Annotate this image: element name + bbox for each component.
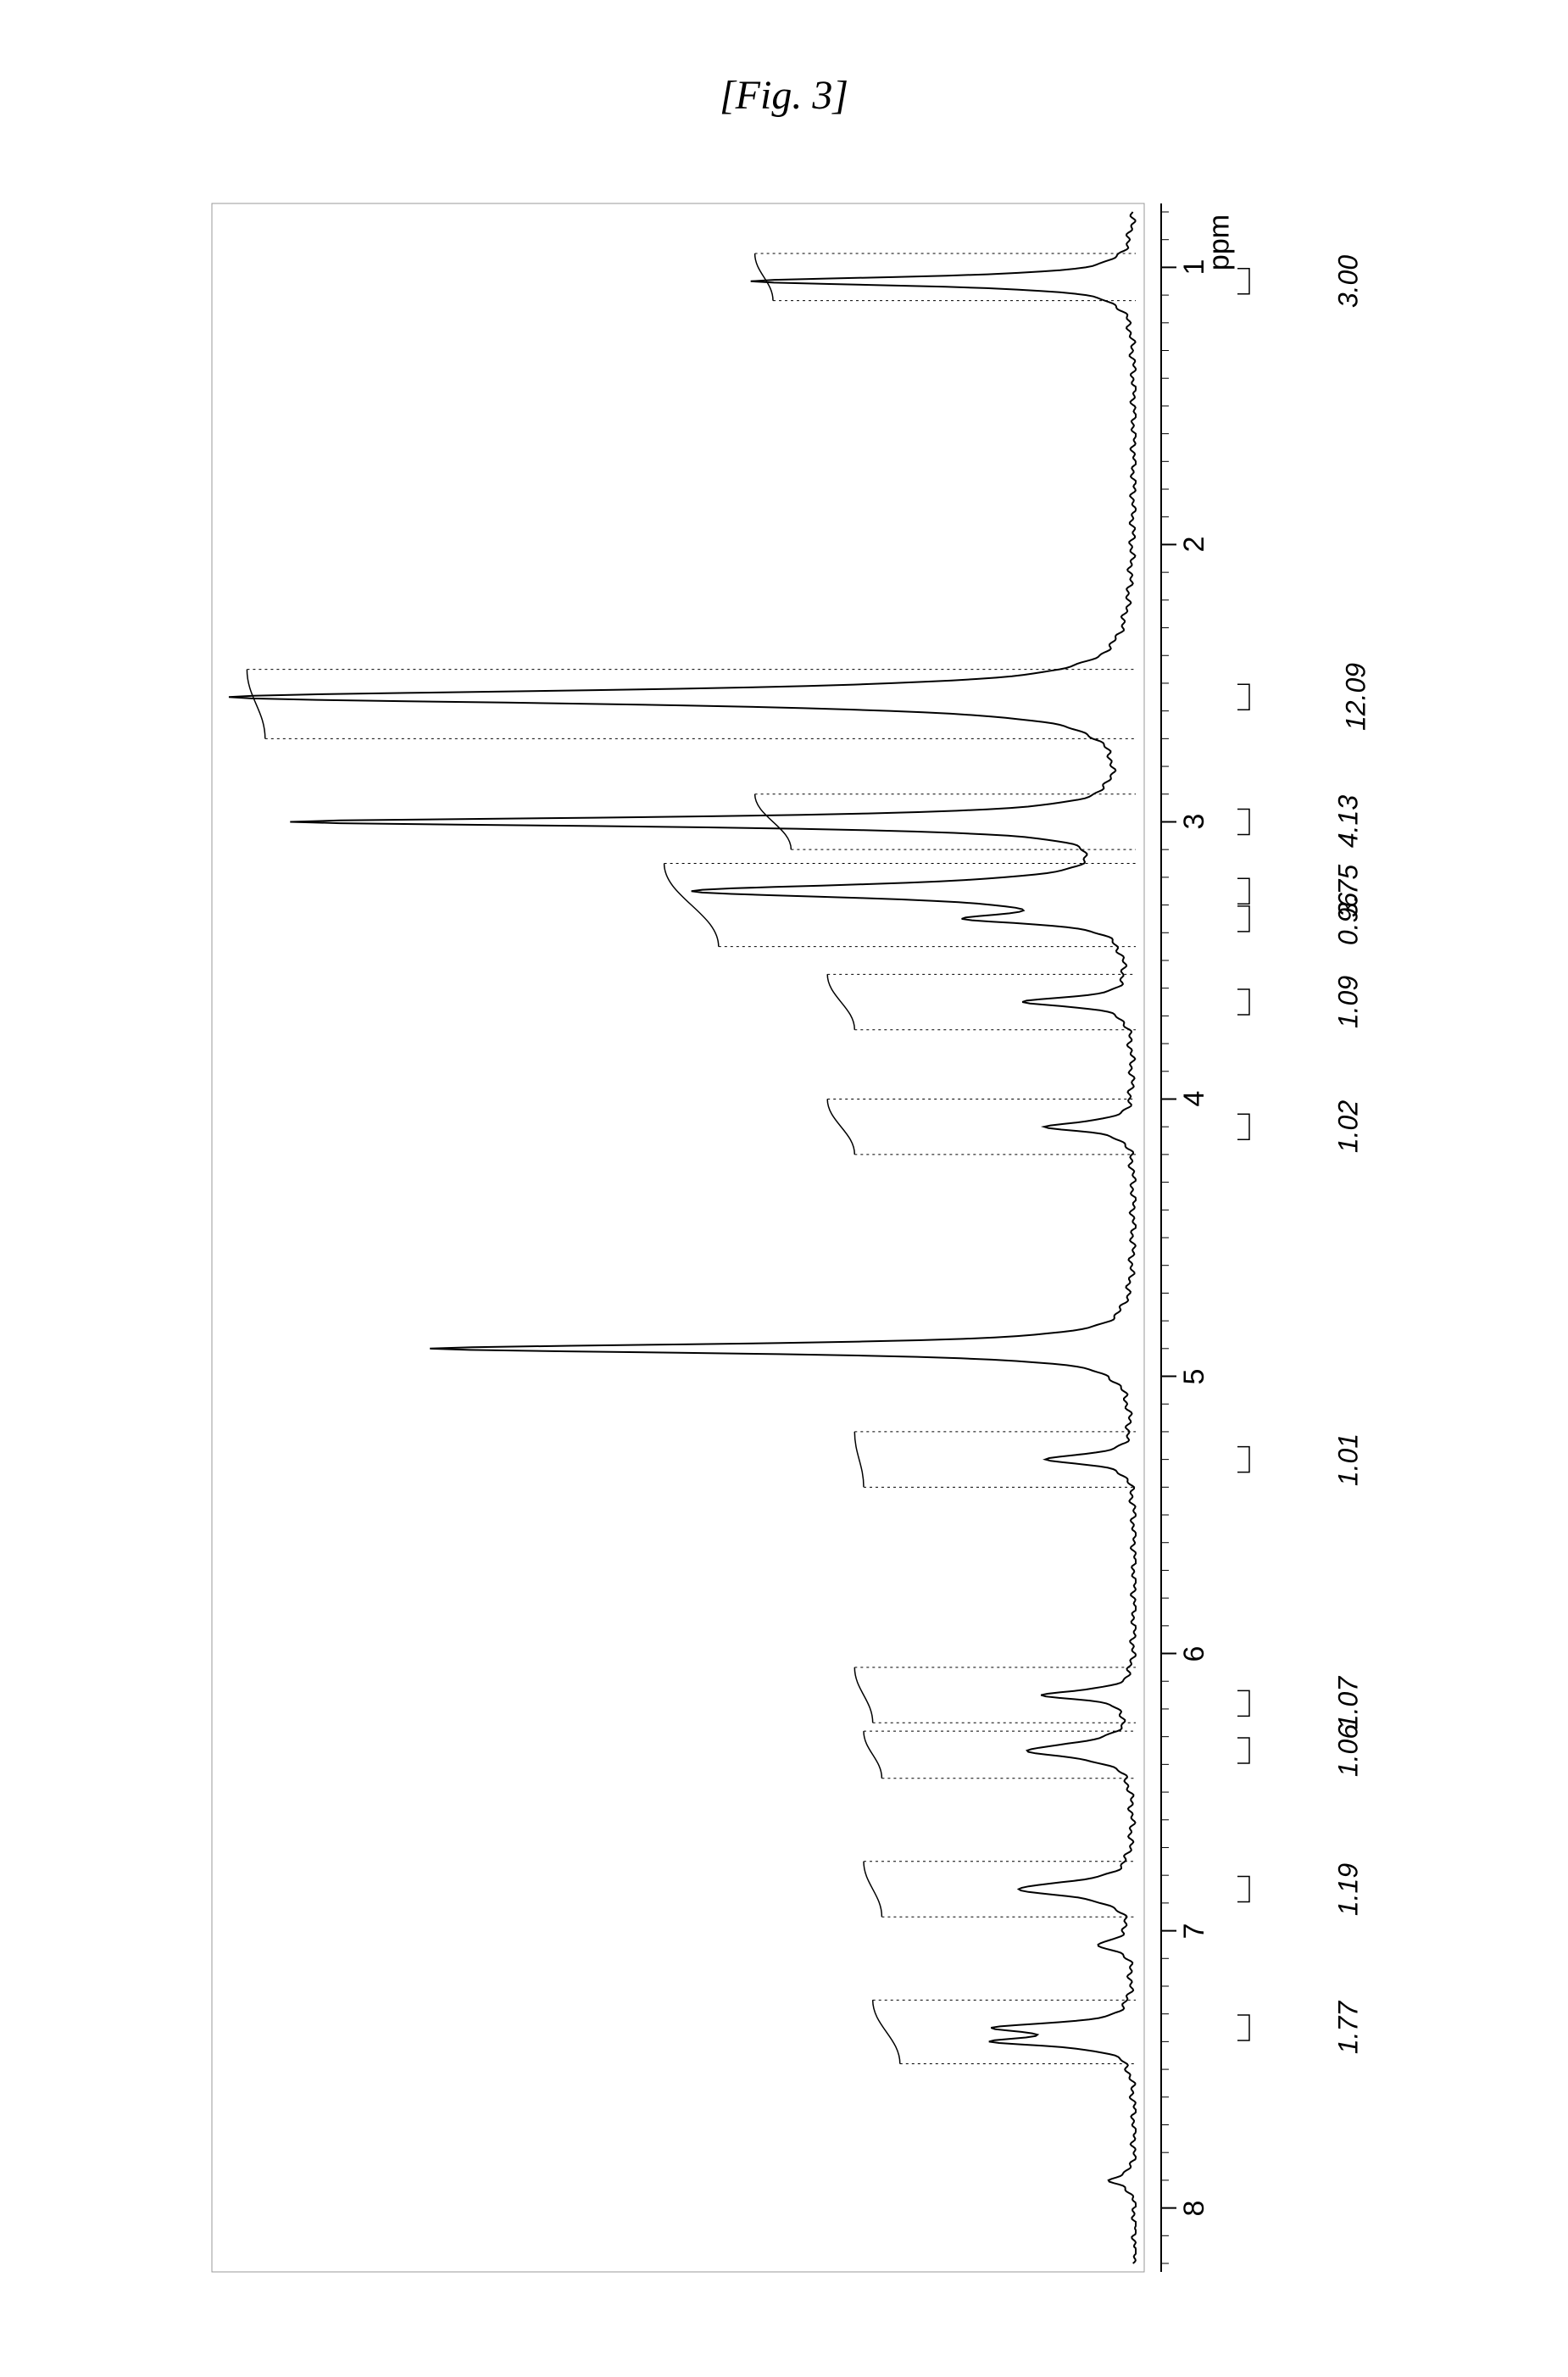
- nmr-text-label: 0.96: [1333, 893, 1365, 945]
- nmr-text-label: 1.77: [1333, 2001, 1365, 2054]
- nmr-text-label: 1.19: [1333, 1862, 1365, 1915]
- nmr-text-label: 6: [1178, 1645, 1211, 1662]
- nmr-text-label: 1.06: [1333, 1724, 1365, 1777]
- nmr-text-label: 1.07: [1333, 1677, 1365, 1729]
- nmr-svg: [178, 178, 1432, 2297]
- nmr-text-label: 1.02: [1333, 1100, 1365, 1153]
- nmr-spectrum: 12345678ppm3.0012.094.133.750.961.091.02…: [178, 178, 1432, 2297]
- figure-title: [Fig. 3]: [720, 72, 848, 119]
- nmr-text-label: 8: [1178, 2200, 1211, 2216]
- nmr-text-label: 5: [1178, 1368, 1211, 1384]
- nmr-text-label: 7: [1178, 1923, 1211, 1939]
- nmr-text-label: 4: [1178, 1091, 1211, 1107]
- nmr-text-label: 3: [1178, 814, 1211, 830]
- nmr-text-label: 12.09: [1341, 663, 1372, 731]
- nmr-text-label: ppm: [1204, 214, 1237, 270]
- nmr-text-label: 1.09: [1333, 976, 1365, 1028]
- nmr-text-label: 4.13: [1333, 795, 1365, 848]
- nmr-text-label: 1.01: [1333, 1433, 1365, 1485]
- nmr-text-label: 3.00: [1333, 255, 1365, 308]
- nmr-text-label: 2: [1178, 537, 1211, 553]
